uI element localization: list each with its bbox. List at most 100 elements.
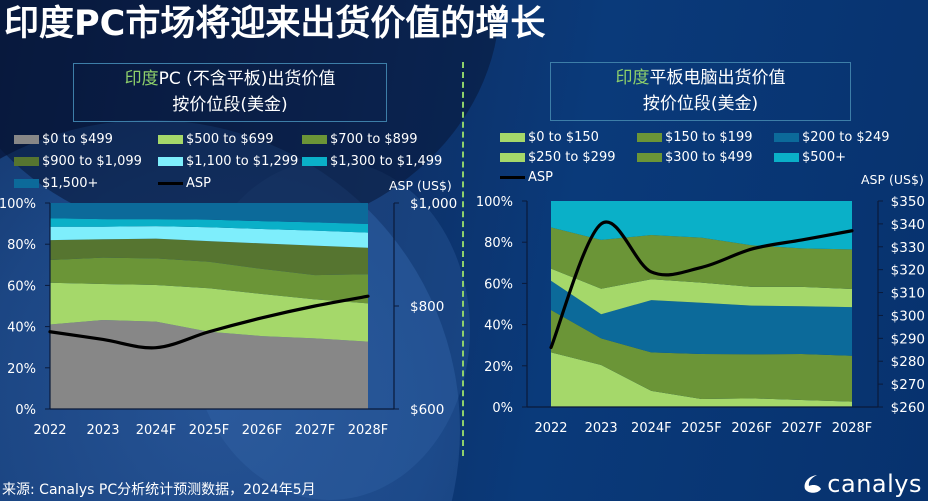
tablet-legend-item-250-to-299: $250 to $299 [500, 150, 615, 165]
tablet-asp-axis-title: ASP (US$) [861, 172, 924, 187]
tablet-area-0-to-150 [551, 352, 852, 407]
legend-label: $500+ [802, 150, 846, 165]
tablet-area-250-to-299 [551, 268, 852, 315]
pc-area-1-500 [50, 203, 368, 225]
source-footnote: 来源: Canalys PC分析统计预测数据，2024年5月 [2, 482, 316, 498]
legend-label: ASP [186, 176, 211, 191]
page-title: 印度PC市场将迎来出货价值的增长 [4, 4, 546, 44]
canalys-logo: canalys [801, 470, 922, 498]
legend-label: ASP [528, 170, 553, 185]
tablet-y2-tick-label: $270 [891, 377, 925, 393]
tablet-x-tick-label: 2028F [832, 421, 873, 436]
pc-y2-tick-label: $800 [410, 299, 444, 315]
pc-y-tick-label: 0% [15, 403, 36, 418]
tablet-y2-tick-label: $260 [891, 400, 925, 416]
canalys-logo-text: canalys [827, 470, 922, 498]
tablet-area-200-to-249 [551, 280, 852, 356]
tablet-chart-subtitle: 按价位段(美金) [642, 94, 759, 114]
legend-color-swatch [774, 133, 799, 142]
legend-label: $0 to $150 [528, 130, 599, 145]
legend-label: $250 to $299 [528, 150, 616, 165]
tablet-x-tick-label: 2024F [631, 421, 672, 436]
legend-label: $0 to $499 [42, 132, 113, 147]
legend-color-swatch [637, 153, 662, 162]
tablet-y2-tick-label: $280 [891, 354, 925, 370]
tablet-y-tick-label: 0% [492, 401, 513, 416]
pc-area-500-to-699 [50, 282, 368, 342]
legend-color-swatch [500, 133, 525, 142]
pc-area-1-300-to-1-499 [50, 218, 368, 233]
tablet-x-tick-label: 2022 [534, 421, 567, 436]
tablet-area-150-to-199 [551, 309, 852, 402]
legend-label: $500 to $699 [186, 132, 274, 147]
pc-area-1-100-to-1-299 [50, 226, 368, 248]
legend-color-swatch [158, 135, 183, 144]
pc-y2-tick-label: $600 [410, 402, 444, 418]
pc-legend-item-1-500: $1,500+ [14, 176, 98, 191]
pc-x-tick-label: 2027F [295, 423, 336, 438]
pc-y2-tick-label: $1,000 [410, 196, 457, 212]
legend-color-swatch [500, 153, 525, 162]
tablet-y2-tick-label: $310 [891, 286, 925, 302]
pc-chart-title-box: 印度PC (不含平板)出货价值 按价位段(美金) [73, 63, 387, 122]
pc-legend-item-500-to-699: $500 to $699 [158, 132, 273, 147]
tablet-chart-title-highlight: 印度 [615, 68, 650, 88]
pc-legend-item-900-to-1-099: $900 to $1,099 [14, 154, 142, 169]
tablet-chart-title-box: 印度平板电脑出货价值 按价位段(美金) [550, 62, 851, 121]
tablet-x-tick-label: 2026F [731, 421, 772, 436]
legend-color-swatch [774, 153, 799, 162]
pc-y-tick-label: 20% [7, 362, 36, 377]
tablet-y-tick-label: 20% [484, 360, 513, 375]
pc-legend-item-0-to-499: $0 to $499 [14, 132, 113, 147]
tablet-y-tick-label: 40% [484, 319, 513, 334]
legend-label: $150 to $199 [665, 130, 753, 145]
tablet-legend-item-asp: ASP [500, 170, 553, 185]
tablet-y2-tick-label: $330 [891, 240, 925, 256]
pc-y-tick-label: 40% [7, 321, 36, 336]
legend-label: $900 to $1,099 [42, 154, 142, 169]
legend-color-swatch [302, 157, 327, 166]
pc-legend-item-1-100-to-1-299: $1,100 to $1,299 [158, 154, 298, 169]
pc-area-0-to-499 [50, 320, 368, 409]
legend-color-swatch [14, 135, 39, 144]
pc-x-tick-label: 2025F [189, 423, 230, 438]
tablet-x-tick-label: 2027F [782, 421, 823, 436]
legend-label: $1,300 to $1,499 [330, 154, 443, 169]
legend-label: $300 to $499 [665, 150, 753, 165]
pc-x-tick-label: 2023 [86, 423, 119, 438]
tablet-y2-tick-label: $290 [891, 331, 925, 347]
chart-divider [462, 62, 464, 456]
pc-legend-item-700-to-899: $700 to $899 [302, 132, 417, 147]
pc-y-tick-label: 100% [0, 197, 36, 212]
tablet-legend-item-500: $500+ [774, 150, 846, 165]
tablet-legend-item-150-to-199: $150 to $199 [637, 130, 752, 145]
legend-color-swatch [637, 133, 662, 142]
pc-x-tick-label: 2022 [33, 423, 66, 438]
pc-y-tick-label: 80% [7, 238, 36, 253]
pc-asp-line [48, 294, 370, 350]
pc-chart-subtitle: 按价位段(美金) [172, 95, 288, 115]
tablet-legend-item-300-to-499: $300 to $499 [637, 150, 752, 165]
tablet-y-tick-label: 60% [484, 277, 513, 292]
pc-y-tick-label: 60% [7, 279, 36, 294]
legend-color-swatch [302, 135, 327, 144]
canalys-swoosh-icon [804, 475, 822, 493]
tablet-y-tick-label: 80% [484, 236, 513, 251]
tablet-y2-tick-label: $300 [891, 308, 925, 324]
legend-color-swatch [14, 179, 39, 188]
tablet-chart-title: 平板电脑出货价值 [649, 68, 786, 88]
pc-chart-title-highlight: 印度 [124, 69, 159, 89]
tablet-asp-line [549, 220, 854, 350]
legend-label: $700 to $899 [330, 132, 418, 147]
pc-area-700-to-899 [50, 257, 368, 304]
pc-chart-title: PC (不含平板)出货价值 [158, 69, 336, 89]
legend-line-swatch [158, 182, 183, 185]
legend-line-swatch [500, 176, 525, 179]
tablet-y-tick-label: 100% [476, 195, 513, 210]
tablet-y2-tick-label: $340 [891, 217, 925, 233]
legend-label: $200 to $249 [802, 130, 890, 145]
pc-x-tick-label: 2028F [348, 423, 389, 438]
legend-color-swatch [158, 157, 183, 166]
tablet-area-500 [551, 201, 852, 250]
